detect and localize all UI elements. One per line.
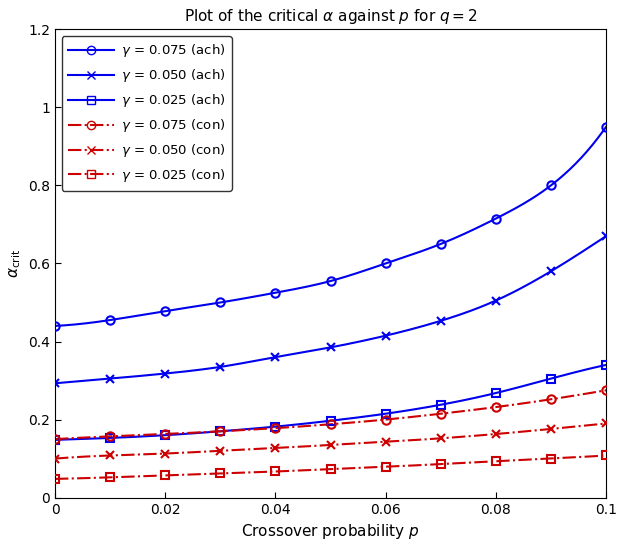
$\gamma$ = 0.050 (ach)	[271, 354, 279, 361]
$\gamma$ = 0.075 (ach)	[437, 241, 444, 247]
$\gamma$ = 0.075 (con)	[107, 433, 114, 439]
$\gamma$ = 0.075 (con)	[492, 404, 500, 410]
$\gamma$ = 0.025 (ach)	[271, 423, 279, 430]
$\gamma$ = 0.050 (ach)	[327, 344, 334, 351]
$\gamma$ = 0.075 (ach)	[327, 278, 334, 284]
$\gamma$ = 0.075 (con)	[547, 396, 555, 403]
$\gamma$ = 0.075 (ach)	[602, 123, 610, 130]
$\gamma$ = 0.025 (ach)	[217, 428, 224, 435]
$\gamma$ = 0.025 (con)	[547, 455, 555, 462]
Line: $\gamma$ = 0.075 (con): $\gamma$ = 0.075 (con)	[51, 386, 610, 443]
$\gamma$ = 0.025 (con)	[162, 472, 169, 479]
$\gamma$ = 0.050 (con)	[217, 448, 224, 454]
$\gamma$ = 0.025 (ach)	[492, 390, 500, 396]
$\gamma$ = 0.050 (con)	[492, 431, 500, 437]
$\gamma$ = 0.075 (con)	[602, 387, 610, 393]
$\gamma$ = 0.050 (con)	[271, 445, 279, 452]
$\gamma$ = 0.025 (con)	[382, 464, 389, 470]
$\gamma$ = 0.075 (con)	[437, 410, 444, 417]
$\gamma$ = 0.025 (con)	[602, 452, 610, 459]
$\gamma$ = 0.025 (con)	[492, 458, 500, 465]
$\gamma$ = 0.075 (ach)	[547, 182, 555, 189]
Line: $\gamma$ = 0.050 (ach): $\gamma$ = 0.050 (ach)	[51, 232, 610, 387]
$\gamma$ = 0.025 (ach)	[327, 418, 334, 424]
Line: $\gamma$ = 0.050 (con): $\gamma$ = 0.050 (con)	[51, 419, 610, 463]
$\gamma$ = 0.050 (ach)	[162, 370, 169, 377]
$\gamma$ = 0.075 (con)	[271, 425, 279, 431]
Line: $\gamma$ = 0.025 (con): $\gamma$ = 0.025 (con)	[51, 452, 610, 483]
$\gamma$ = 0.050 (con)	[602, 420, 610, 427]
$\gamma$ = 0.025 (ach)	[162, 432, 169, 438]
$\gamma$ = 0.075 (con)	[162, 431, 169, 437]
$\gamma$ = 0.025 (ach)	[107, 435, 114, 441]
Y-axis label: $\alpha_{\mathrm{crit}}$: $\alpha_{\mathrm{crit}}$	[7, 249, 22, 278]
$\gamma$ = 0.050 (ach)	[437, 317, 444, 324]
$\gamma$ = 0.075 (con)	[51, 436, 59, 442]
Legend: $\gamma$ = 0.075 (ach), $\gamma$ = 0.050 (ach), $\gamma$ = 0.025 (ach), $\gamma$: $\gamma$ = 0.075 (ach), $\gamma$ = 0.050…	[62, 36, 232, 191]
Line: $\gamma$ = 0.075 (ach): $\gamma$ = 0.075 (ach)	[51, 123, 610, 330]
$\gamma$ = 0.050 (ach)	[382, 333, 389, 339]
$\gamma$ = 0.025 (ach)	[547, 375, 555, 382]
$\gamma$ = 0.075 (ach)	[162, 308, 169, 315]
$\gamma$ = 0.025 (ach)	[437, 402, 444, 408]
$\gamma$ = 0.050 (con)	[107, 452, 114, 459]
$\gamma$ = 0.025 (con)	[107, 474, 114, 481]
$\gamma$ = 0.050 (con)	[162, 450, 169, 457]
$\gamma$ = 0.025 (ach)	[602, 362, 610, 368]
$\gamma$ = 0.075 (con)	[217, 428, 224, 435]
$\gamma$ = 0.075 (ach)	[271, 289, 279, 296]
$\gamma$ = 0.025 (con)	[217, 470, 224, 477]
$\gamma$ = 0.025 (con)	[327, 466, 334, 472]
$\gamma$ = 0.075 (con)	[327, 421, 334, 427]
$\gamma$ = 0.075 (ach)	[217, 299, 224, 306]
$\gamma$ = 0.025 (ach)	[382, 410, 389, 417]
$\gamma$ = 0.050 (con)	[437, 435, 444, 442]
$\gamma$ = 0.050 (con)	[382, 438, 389, 445]
$\gamma$ = 0.075 (ach)	[51, 323, 59, 329]
Title: Plot of the critical $\alpha$ against $p$ for $q = 2$: Plot of the critical $\alpha$ against $p…	[183, 7, 477, 26]
$\gamma$ = 0.025 (con)	[271, 468, 279, 475]
Line: $\gamma$ = 0.025 (ach): $\gamma$ = 0.025 (ach)	[51, 361, 610, 444]
$\gamma$ = 0.050 (ach)	[547, 268, 555, 275]
$\gamma$ = 0.025 (con)	[437, 461, 444, 467]
$\gamma$ = 0.025 (con)	[51, 476, 59, 482]
$\gamma$ = 0.050 (ach)	[51, 380, 59, 386]
$\gamma$ = 0.075 (ach)	[107, 317, 114, 323]
$\gamma$ = 0.025 (ach)	[51, 437, 59, 443]
$\gamma$ = 0.050 (ach)	[492, 297, 500, 304]
$\gamma$ = 0.075 (con)	[382, 416, 389, 423]
$\gamma$ = 0.050 (ach)	[602, 233, 610, 239]
$\gamma$ = 0.075 (ach)	[492, 215, 500, 222]
$\gamma$ = 0.050 (con)	[51, 455, 59, 462]
$\gamma$ = 0.050 (con)	[547, 426, 555, 432]
X-axis label: Crossover probability $p$: Crossover probability $p$	[241, 522, 420, 541]
$\gamma$ = 0.050 (con)	[327, 442, 334, 448]
$\gamma$ = 0.050 (ach)	[217, 364, 224, 370]
$\gamma$ = 0.050 (ach)	[107, 375, 114, 382]
$\gamma$ = 0.075 (ach)	[382, 260, 389, 267]
